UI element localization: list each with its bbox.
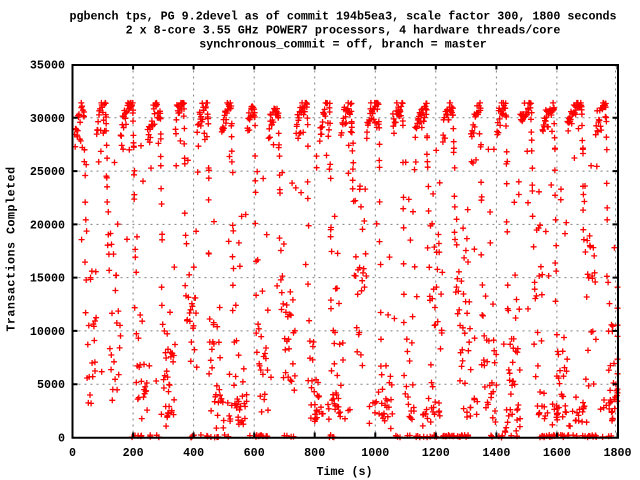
svg-text:1000: 1000 <box>361 446 389 460</box>
svg-text:25000: 25000 <box>30 165 65 179</box>
svg-text:1600: 1600 <box>543 446 571 460</box>
svg-text:1400: 1400 <box>482 446 510 460</box>
svg-text:10000: 10000 <box>30 325 65 339</box>
svg-text:synchronous_commit = off, bran: synchronous_commit = off, branch = maste… <box>199 38 487 52</box>
svg-text:1800: 1800 <box>603 446 631 460</box>
svg-text:0: 0 <box>58 432 65 446</box>
svg-text:30000: 30000 <box>30 112 65 126</box>
svg-text:pgbench tps, PG 9.2devel as of: pgbench tps, PG 9.2devel as of commit 19… <box>69 10 616 24</box>
svg-text:Transactions Completed: Transactions Completed <box>5 166 19 331</box>
svg-text:200: 200 <box>123 446 144 460</box>
svg-text:15000: 15000 <box>30 272 65 286</box>
svg-text:5000: 5000 <box>37 378 65 392</box>
svg-text:2 x 8-core 3.55 GHz POWER7 pro: 2 x 8-core 3.55 GHz POWER7 processors, 4… <box>126 24 561 38</box>
svg-text:Time (s): Time (s) <box>316 465 372 479</box>
svg-text:800: 800 <box>304 446 325 460</box>
svg-text:1200: 1200 <box>422 446 450 460</box>
svg-text:35000: 35000 <box>30 59 65 73</box>
svg-text:600: 600 <box>244 446 265 460</box>
svg-text:400: 400 <box>183 446 204 460</box>
svg-text:0: 0 <box>69 446 76 460</box>
svg-text:20000: 20000 <box>30 218 65 232</box>
